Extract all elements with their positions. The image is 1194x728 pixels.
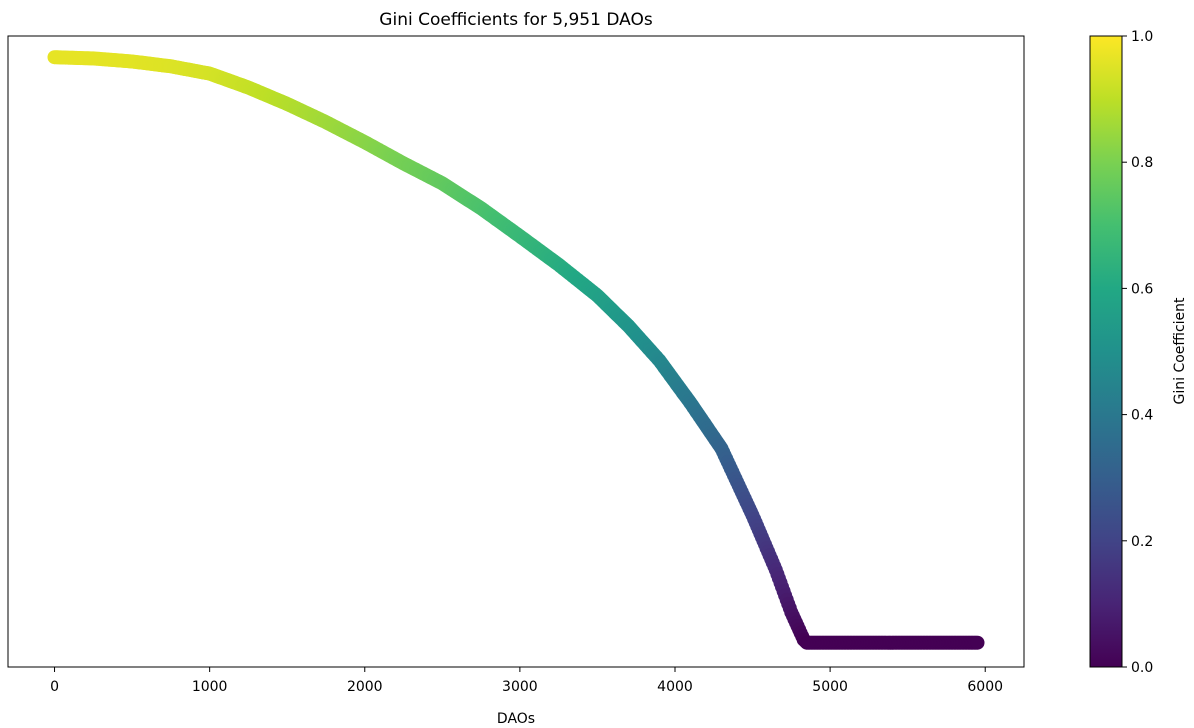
colorbar-label: Gini Coefficient	[1172, 297, 1188, 405]
chart-title: Gini Coefficients for 5,951 DAOs	[379, 10, 653, 30]
x-tick-label: 4000	[657, 679, 693, 695]
x-axis-label: DAOs	[497, 711, 535, 727]
x-tick-label: 0	[50, 679, 59, 695]
x-axis-ticks: 0 1000 2000 3000 4000 5000 6000	[50, 667, 1003, 695]
plot-frame	[7, 35, 1025, 668]
colorbar-tick-label: 1.0	[1131, 29, 1153, 45]
data-point	[970, 635, 985, 650]
scatter-points	[47, 50, 985, 650]
colorbar	[1089, 35, 1123, 668]
colorbar-tick-label: 0.6	[1131, 281, 1153, 297]
x-tick-label: 6000	[967, 679, 1003, 695]
colorbar-tick-label: 0.4	[1131, 408, 1153, 424]
colorbar-tick-label: 0.0	[1131, 660, 1153, 676]
colorbar-ticks: 0.0 0.2 0.4 0.6 0.8 1.0	[1122, 29, 1153, 676]
colorbar-tick-label: 0.2	[1131, 534, 1153, 550]
colorbar-tick-label: 0.8	[1131, 155, 1153, 171]
x-tick-label: 3000	[502, 679, 538, 695]
x-tick-label: 1000	[192, 679, 228, 695]
x-tick-label: 2000	[347, 679, 383, 695]
x-tick-label: 5000	[812, 679, 848, 695]
